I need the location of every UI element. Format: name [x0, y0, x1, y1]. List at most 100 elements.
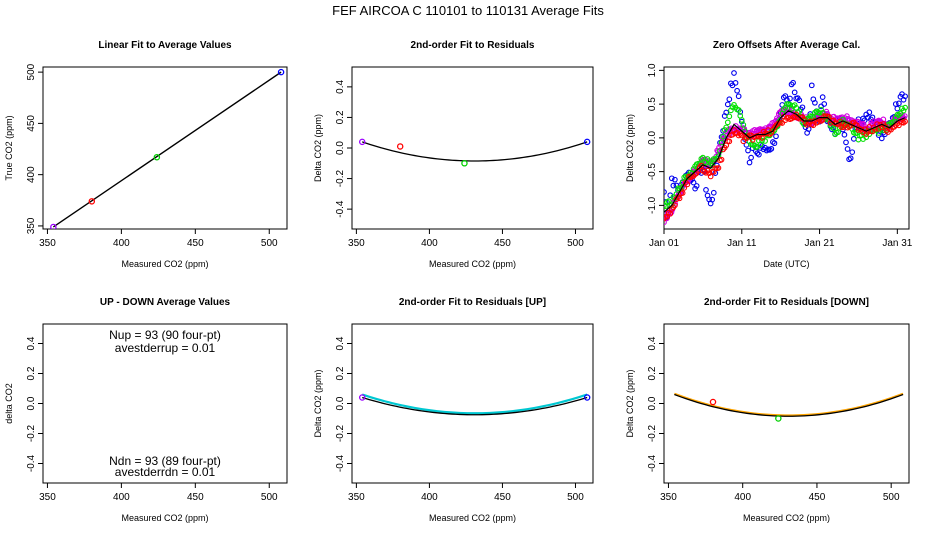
- panel-title: 2nd-order Fit to Residuals [DOWN]: [704, 297, 869, 308]
- series-point-magenta: [844, 113, 850, 119]
- data-point-std1: [50, 223, 57, 229]
- x-tick-label: 400: [113, 492, 130, 503]
- x-tick-label: 500: [567, 238, 584, 249]
- plot-frame: [663, 66, 910, 230]
- series-point-std3: [796, 108, 803, 115]
- x-tick-label: 350: [660, 492, 677, 503]
- data-point-std4: [583, 394, 591, 401]
- x-tick-label: 350: [39, 238, 56, 249]
- up-fit-curve: [361, 393, 588, 415]
- data-layer: [358, 393, 591, 416]
- series-point-std3: [696, 161, 703, 167]
- panel-offsets: Zero Offsets After Average Cal. Jan 01 Jan…: [625, 40, 913, 269]
- y-tick-label: -0.4: [26, 454, 37, 472]
- panel-updown: UP - DOWN Average Values 350 400 450 500 -0.4…: [4, 297, 288, 523]
- panel-title: 2nd-order Fit to Residuals: [411, 40, 535, 51]
- series-point-std4: [799, 104, 806, 111]
- series-point-std4: [746, 159, 753, 166]
- down-fit-curve: [674, 392, 904, 417]
- series-point-std2: [667, 210, 674, 217]
- series-point-std4: [723, 109, 730, 116]
- x-tick-label: 450: [187, 238, 204, 249]
- series-point-std4: [732, 79, 739, 86]
- series-point-std3: [759, 137, 765, 144]
- series-point-std2: [779, 120, 786, 126]
- series-point-std4: [709, 196, 716, 203]
- x-tick-label: 350: [39, 492, 56, 503]
- y-tick-label: 500: [26, 63, 37, 80]
- nup-annotation: Nup = 93 (90 four-pt): [109, 328, 221, 342]
- panel-resid_up: 2nd-order Fit to Residuals [UP] 350 400 450…: [313, 297, 594, 523]
- y-tick-label: -0.2: [26, 424, 37, 442]
- y-tick-label: 0.4: [335, 336, 346, 350]
- y-tick-label: 450: [26, 115, 37, 132]
- series-point-std4: [894, 105, 901, 112]
- y-tick-label: 1.0: [647, 63, 658, 77]
- series-point-std2: [718, 156, 725, 163]
- data-point-std3: [461, 160, 468, 167]
- x-axis-label: Measured CO2 (ppm): [121, 513, 208, 523]
- series-point-std3: [738, 117, 745, 123]
- data-point-std1: [358, 138, 366, 146]
- series-line-mean: [664, 110, 906, 213]
- y-axis-label: Delta CO2 (ppm): [313, 369, 323, 437]
- data-layer: [674, 392, 904, 422]
- series-point-std4: [731, 70, 737, 76]
- y-tick-label: -0.5: [647, 163, 658, 181]
- series-point-std4: [796, 97, 803, 104]
- panel-title: UP - DOWN Average Values: [100, 297, 231, 308]
- x-axis-label: Measured CO2 (ppm): [121, 259, 208, 269]
- series-point-std3: [791, 102, 798, 108]
- series-point-std3: [723, 124, 730, 131]
- y-tick-label: 0.4: [26, 336, 37, 350]
- series-point-std4: [790, 79, 796, 86]
- plot-frame: [42, 66, 288, 230]
- panel-linear: Linear Fit to Average Values 350 400 450 500…: [4, 40, 288, 269]
- avestderrup-annotation: avestderrup = 0.01: [115, 341, 216, 355]
- series-point-std4: [812, 99, 818, 106]
- series-point-std4: [866, 109, 873, 116]
- series-point-std4: [849, 149, 856, 156]
- x-tick-label: Jan 11: [727, 238, 757, 249]
- x-tick-label: 500: [261, 238, 278, 249]
- series-point-std3: [896, 112, 902, 118]
- series-point-std4: [808, 82, 815, 89]
- series-point-std4: [821, 101, 828, 107]
- fit-curve: [674, 393, 904, 417]
- series-point-std4: [724, 101, 731, 108]
- series-point-std3: [726, 113, 733, 120]
- series-point-std4: [664, 189, 667, 195]
- y-tick-label: 0.4: [335, 79, 346, 93]
- data-point-std4: [583, 138, 591, 146]
- series-point-std3: [740, 122, 747, 128]
- y-tick-label: 0.0: [647, 130, 658, 144]
- y-tick-label: -0.4: [647, 454, 658, 472]
- x-tick-label: 400: [734, 492, 751, 503]
- y-axis-label: Delta CO2 (ppm): [313, 114, 323, 182]
- panel-title: Zero Offsets After Average Cal.: [713, 40, 860, 51]
- y-tick-label: 0.4: [647, 336, 658, 350]
- series-point-std3: [902, 104, 908, 111]
- series-point-std3: [762, 138, 768, 144]
- series-point-std3: [854, 129, 860, 136]
- series-point-std4: [847, 155, 854, 162]
- series-point-std4: [841, 131, 848, 138]
- data-point-std4: [277, 68, 285, 76]
- series-point-std3: [863, 134, 870, 141]
- x-tick-label: 450: [494, 492, 511, 503]
- panel-resid: 2nd-order Fit to Residuals 350 400 450 500 -0…: [313, 40, 594, 269]
- x-tick-label: 450: [809, 492, 826, 503]
- x-tick-label: Jan 31: [882, 238, 912, 249]
- plot-frame: [351, 66, 594, 230]
- series-point-std3: [720, 133, 726, 140]
- y-tick-label: 0.2: [335, 110, 346, 124]
- y-tick-label: -0.4: [335, 454, 346, 472]
- series-point-std3: [816, 110, 823, 116]
- fit-curve: [362, 141, 588, 162]
- y-tick-label: 0.0: [335, 141, 346, 155]
- x-tick-label: 400: [421, 238, 438, 249]
- y-tick-label: -0.2: [335, 170, 346, 188]
- y-tick-label: -0.2: [647, 424, 658, 442]
- series-point-std4: [745, 147, 751, 154]
- y-axis-label: delta CO2: [4, 383, 14, 424]
